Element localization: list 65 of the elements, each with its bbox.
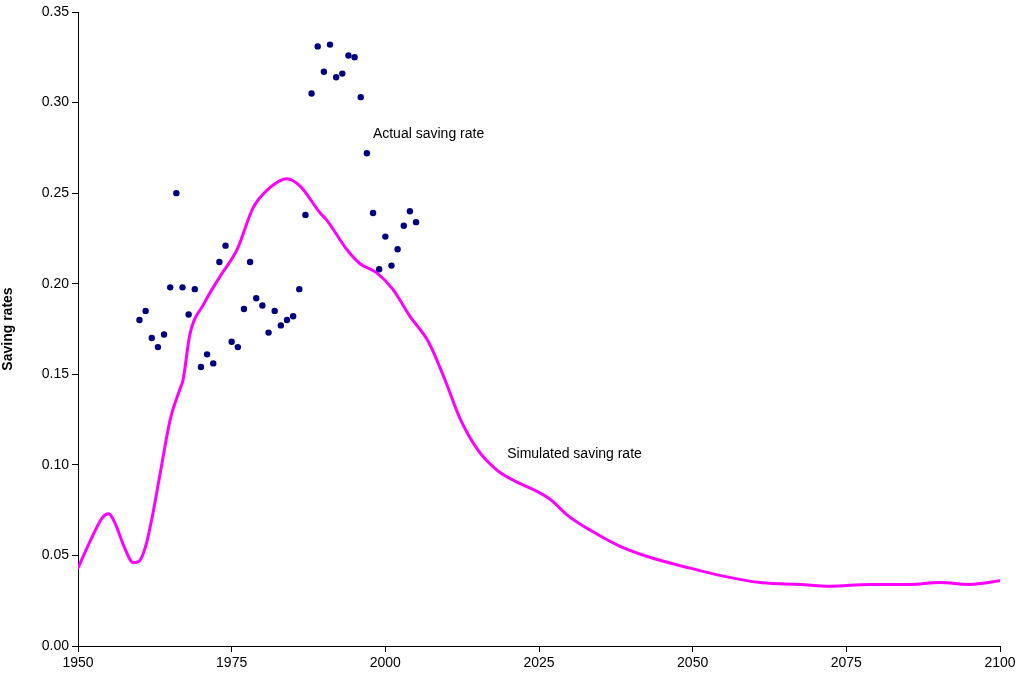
point xyxy=(253,295,260,302)
y-tick-label: 0.25 xyxy=(41,184,70,200)
point xyxy=(302,211,309,219)
series-label: Simulated saving rate xyxy=(507,445,643,462)
y-tick-label: 0.15 xyxy=(41,365,70,382)
point xyxy=(259,302,266,309)
y-tick-label: 0.30 xyxy=(41,93,70,110)
point xyxy=(203,351,211,358)
point xyxy=(234,343,242,351)
point xyxy=(277,322,285,329)
x-tick-label: 2075 xyxy=(830,654,863,671)
point xyxy=(154,343,162,351)
point xyxy=(375,266,383,273)
series-label: Actual saving rate xyxy=(372,125,485,142)
point xyxy=(222,242,229,249)
point xyxy=(240,305,248,313)
point xyxy=(160,331,168,338)
point xyxy=(283,316,291,324)
x-tick-label: 2000 xyxy=(369,654,402,671)
point xyxy=(320,68,328,75)
point xyxy=(289,313,297,320)
y-tick-label: 0.00 xyxy=(41,636,70,653)
point xyxy=(369,209,377,217)
point xyxy=(185,311,192,318)
y-tick-label: 0.10 xyxy=(41,455,70,472)
point xyxy=(412,218,420,226)
point xyxy=(339,70,346,77)
point xyxy=(216,258,223,266)
point xyxy=(332,74,340,81)
point xyxy=(388,262,395,269)
point xyxy=(351,54,358,61)
point xyxy=(357,93,364,101)
point xyxy=(326,41,334,48)
point xyxy=(136,316,143,324)
x-tick-label: 2100 xyxy=(984,654,1016,671)
x-tick-label: 1975 xyxy=(216,654,248,671)
point xyxy=(167,284,174,291)
point xyxy=(265,329,272,336)
point xyxy=(296,285,303,293)
x-tick-label: 2025 xyxy=(523,654,555,671)
point xyxy=(179,284,186,291)
point xyxy=(308,90,315,97)
x-tick-label: 2050 xyxy=(677,654,709,671)
point xyxy=(406,208,414,215)
point xyxy=(210,360,217,367)
point xyxy=(228,338,235,345)
y-tick-label: 0.20 xyxy=(41,274,70,291)
y-tick-label: 0.35 xyxy=(41,2,70,19)
point xyxy=(246,258,254,266)
point xyxy=(345,52,352,59)
point xyxy=(394,246,401,253)
point xyxy=(142,307,149,315)
point xyxy=(271,307,278,315)
x-tick-label: 1950 xyxy=(62,654,94,671)
point xyxy=(173,189,180,197)
point xyxy=(191,285,198,293)
y-axis-title: Saving rates xyxy=(0,287,16,371)
y-tick-label: 0.05 xyxy=(41,546,70,563)
line-series xyxy=(78,177,1000,588)
point xyxy=(197,363,205,371)
point xyxy=(400,222,407,229)
point xyxy=(363,150,371,157)
point xyxy=(314,43,321,50)
point xyxy=(148,334,155,342)
point xyxy=(382,233,389,240)
